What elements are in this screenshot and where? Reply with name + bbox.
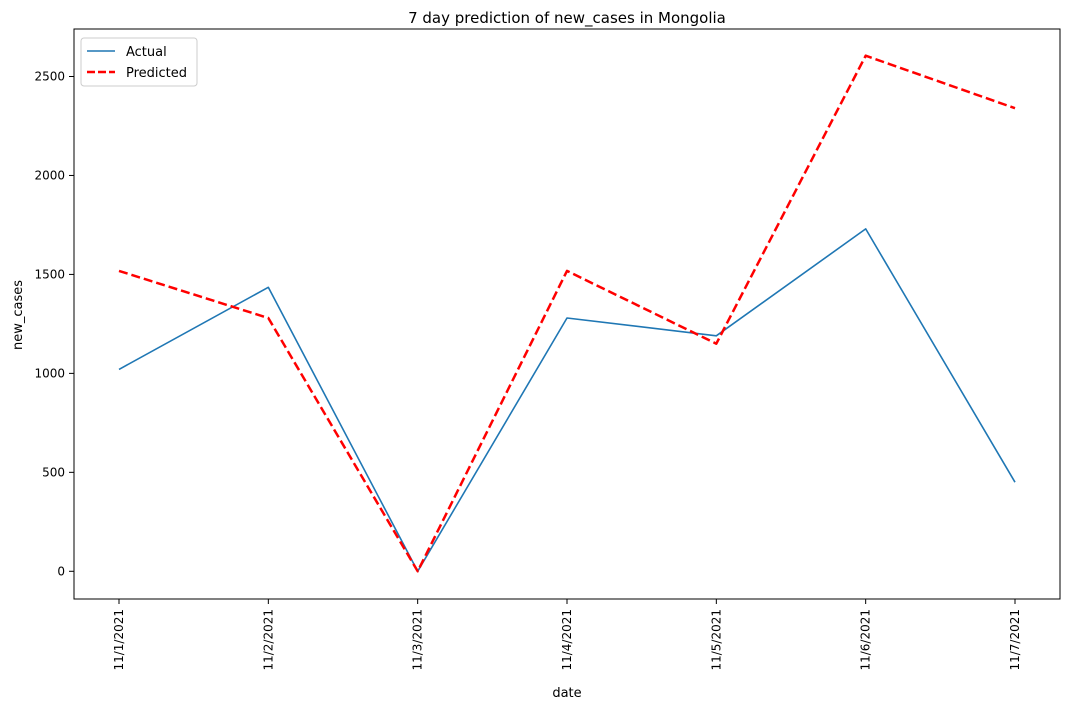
y-axis-label: new_cases — [11, 280, 26, 350]
y-tick-label: 2000 — [34, 168, 65, 182]
legend-box — [80, 37, 198, 87]
x-axis: 11/1/2021 11/2/2021 11/3/2021 11/4/2021 11/5… — [112, 599, 1022, 671]
x-axis-label: date — [552, 686, 581, 701]
series-line-actual — [118, 228, 1016, 573]
plot-area — [73, 28, 1061, 600]
x-tick-label: 11/6/2021 — [859, 609, 873, 671]
legend-label-actual: Actual — [126, 45, 167, 60]
x-tick-label: 11/2/2021 — [261, 609, 275, 671]
chart-title: 7 day prediction of new_cases in Mongoli… — [408, 9, 726, 28]
x-tick-label: 11/1/2021 — [112, 609, 126, 671]
series-layer — [118, 54, 1016, 573]
y-tick-label: 2500 — [34, 70, 65, 84]
legend: Actual Predicted — [80, 37, 198, 87]
x-tick-label: 11/4/2021 — [560, 609, 574, 671]
y-tick-label: 0 — [57, 564, 65, 578]
series-line-predicted — [118, 54, 1016, 573]
x-tick-label: 11/7/2021 — [1008, 609, 1022, 671]
y-tick-label: 500 — [42, 465, 65, 479]
y-tick-label: 1500 — [34, 267, 65, 281]
y-tick-label: 1000 — [34, 366, 65, 380]
x-tick-label: 11/5/2021 — [709, 609, 723, 671]
y-axis: 0 500 1000 1500 2000 2500 — [34, 70, 74, 578]
x-tick-label: 11/3/2021 — [411, 609, 425, 671]
legend-label-predicted: Predicted — [126, 66, 187, 81]
